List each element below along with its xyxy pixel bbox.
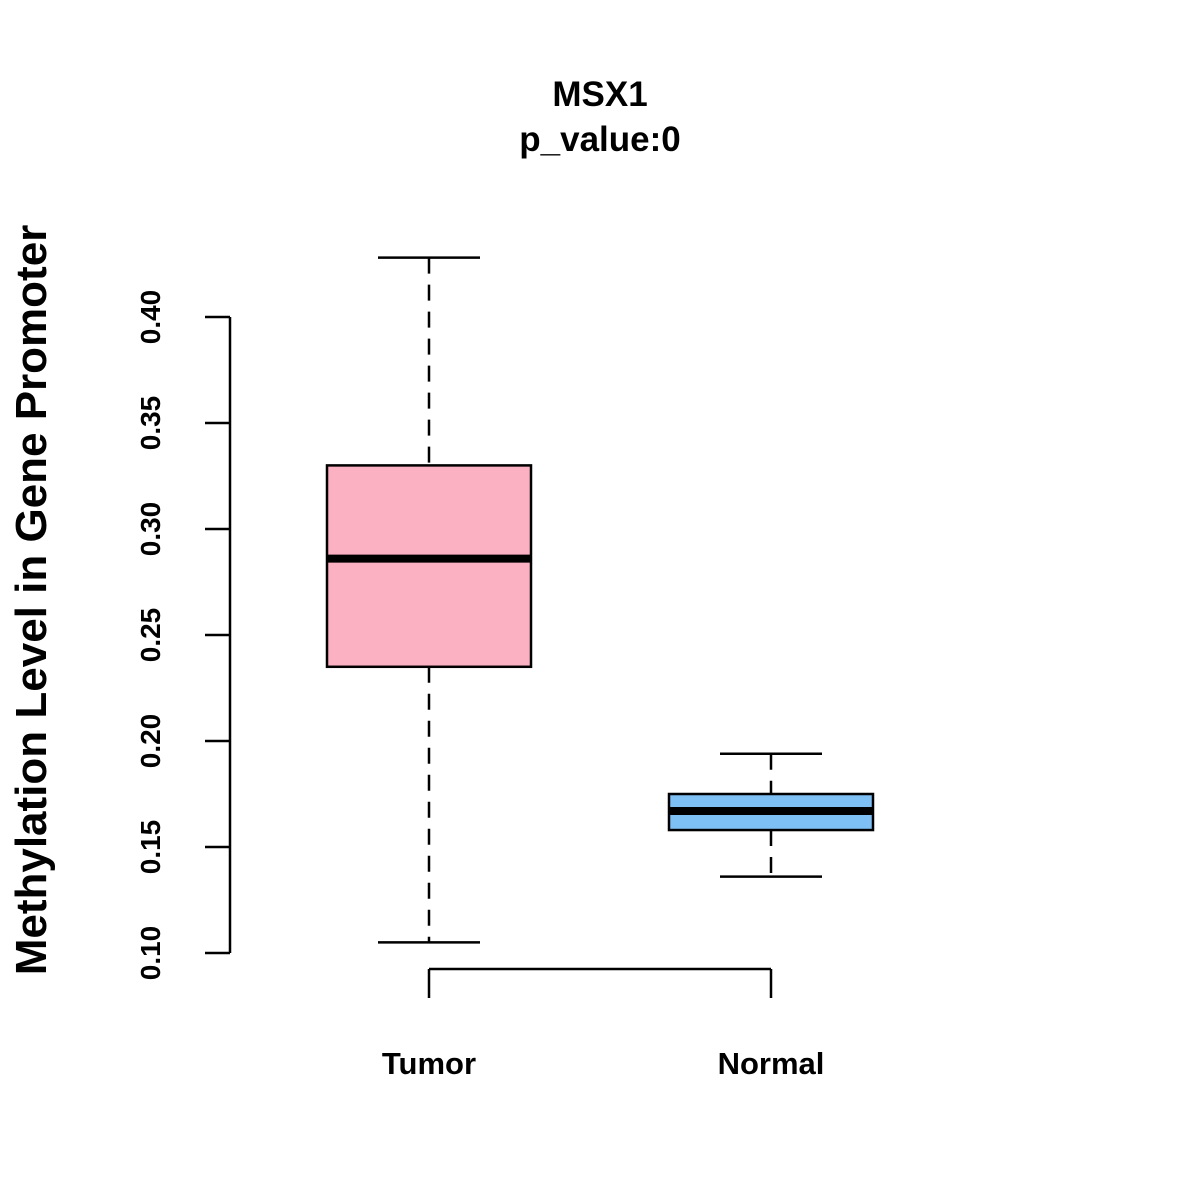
y-axis: 0.10 0.15 0.20 0.25 0.30 0.35 0.40 xyxy=(135,290,232,981)
y-tick-label: 0.35 xyxy=(135,396,166,451)
x-tick-label: Tumor xyxy=(382,1046,476,1081)
boxes xyxy=(325,256,875,944)
y-tick-label: 0.15 xyxy=(135,820,166,875)
y-tick-label: 0.25 xyxy=(135,608,166,663)
iqr-box xyxy=(325,464,533,669)
y-tick-label: 0.20 xyxy=(135,714,166,769)
y-tick-label: 0.30 xyxy=(135,502,166,557)
chart-title: MSX1 xyxy=(552,75,647,114)
box-tumor xyxy=(325,256,533,944)
x-tick-label: Normal xyxy=(718,1046,825,1081)
box-normal xyxy=(667,752,875,878)
y-axis-label: Methylation Level in Gene Promoter xyxy=(7,225,56,976)
y-tick-label: 0.40 xyxy=(135,290,166,345)
chart-subtitle: p_value:0 xyxy=(519,120,680,159)
x-axis: Tumor Normal xyxy=(382,967,825,1081)
y-tick-label: 0.10 xyxy=(135,926,166,981)
